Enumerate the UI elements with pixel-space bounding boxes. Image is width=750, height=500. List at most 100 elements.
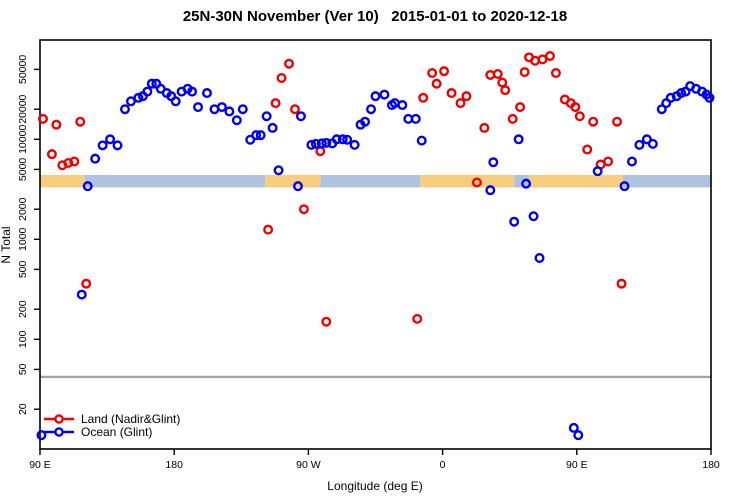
data-point-ocean (366, 104, 377, 115)
land-marker-icon (44, 414, 74, 424)
data-point-ocean (665, 92, 676, 103)
data-point-ocean (306, 139, 317, 150)
data-point-ocean (528, 211, 539, 222)
y-axis-label: N Total (0, 226, 13, 264)
data-point-land (427, 68, 438, 79)
data-point-land (51, 119, 62, 130)
data-point-land (471, 177, 482, 188)
data-point-land (75, 116, 86, 127)
data-point-land (507, 113, 518, 124)
data-point-land (298, 204, 309, 215)
y-tick-label: 10000 (17, 125, 29, 154)
data-point-land (550, 68, 561, 79)
data-point-ocean (534, 253, 545, 264)
data-point-ocean (509, 216, 520, 227)
data-point-ocean (255, 130, 266, 141)
y-tick-label: 2000 (17, 197, 29, 221)
data-point-ocean (676, 88, 687, 99)
y-tick-label: 50000 (17, 55, 29, 84)
legend-label-land: Land (Nadir&Glint) (81, 412, 181, 426)
data-point-ocean (82, 181, 93, 192)
chart-title: 25N-30N November (Ver 10) 2015-01-01 to … (182, 8, 568, 25)
data-point-ocean (142, 86, 153, 97)
data-point-ocean (521, 178, 532, 189)
data-point-land (582, 144, 593, 155)
data-point-land (315, 146, 326, 157)
x-tick-label: 0 (440, 459, 446, 471)
data-point-ocean (105, 134, 116, 145)
data-point-land (500, 85, 511, 96)
data-point-ocean (224, 106, 235, 117)
data-point-land (574, 111, 585, 122)
data-point-ocean (513, 134, 524, 145)
data-point-ocean (410, 113, 421, 124)
data-point-land (63, 157, 74, 168)
data-point-ocean (146, 78, 157, 89)
data-point-ocean (237, 104, 248, 115)
data-point-ocean (370, 91, 381, 102)
data-point-land (461, 91, 472, 102)
data-point-land (418, 92, 429, 103)
x-tick-label: 90 E (566, 459, 588, 471)
data-point-ocean (36, 430, 47, 441)
data-point-land (519, 67, 530, 78)
data-point-land (289, 104, 300, 115)
data-point-ocean (170, 96, 181, 107)
surface-band-land (420, 174, 515, 188)
data-point-ocean (488, 157, 499, 168)
data-point-land (616, 278, 627, 289)
y-tick-label: 20000 (17, 94, 29, 123)
data-point-ocean (397, 100, 408, 111)
data-point-ocean (261, 111, 272, 122)
data-point-ocean (112, 140, 123, 151)
data-point-ocean (245, 134, 256, 145)
data-point-ocean (641, 134, 652, 145)
data-point-ocean (273, 165, 284, 176)
data-point-land (612, 116, 623, 127)
legend: Land (Nadir&Glint) Ocean (Glint) (44, 413, 180, 439)
data-point-ocean (97, 140, 108, 151)
data-point-land (431, 78, 442, 89)
x-tick-label: 90 W (296, 459, 321, 471)
data-point-ocean (193, 102, 204, 113)
data-point-ocean (647, 138, 658, 149)
data-point-ocean (90, 153, 101, 164)
data-point-land (81, 278, 92, 289)
y-tick-label: 20 (17, 403, 29, 415)
data-point-ocean (187, 86, 198, 97)
data-point-ocean (337, 134, 348, 145)
data-point-ocean (292, 181, 303, 192)
surface-band-ocean (84, 174, 266, 188)
data-point-land (69, 156, 80, 167)
data-point-land (544, 51, 555, 62)
data-point-ocean (251, 130, 262, 141)
data-point-ocean (76, 289, 87, 300)
x-tick-label: 180 (165, 459, 183, 471)
data-point-land (603, 156, 614, 167)
data-point-ocean (267, 122, 278, 133)
data-point-ocean (568, 422, 579, 433)
data-point-ocean (656, 104, 667, 115)
data-point-land (46, 149, 57, 160)
data-point-ocean (321, 137, 332, 148)
data-point-ocean (360, 116, 371, 127)
surface-band-land (529, 174, 624, 188)
y-tick-label: 200 (17, 300, 29, 318)
data-point-land (284, 58, 295, 69)
data-point-ocean (634, 139, 645, 150)
data-point-land (276, 73, 287, 84)
surface-band-land (40, 174, 85, 188)
plot-frame (39, 39, 712, 450)
data-point-land (446, 88, 457, 99)
y-tick-label: 50 (17, 363, 29, 375)
data-point-land (492, 68, 503, 79)
legend-label-ocean: Ocean (Glint) (81, 425, 153, 439)
data-point-ocean (342, 134, 353, 145)
data-point-ocean (626, 156, 637, 167)
surface-band-land (265, 174, 321, 188)
data-point-ocean (125, 96, 136, 107)
y-tick-label: 1000 (17, 227, 29, 251)
data-point-ocean (704, 92, 715, 103)
